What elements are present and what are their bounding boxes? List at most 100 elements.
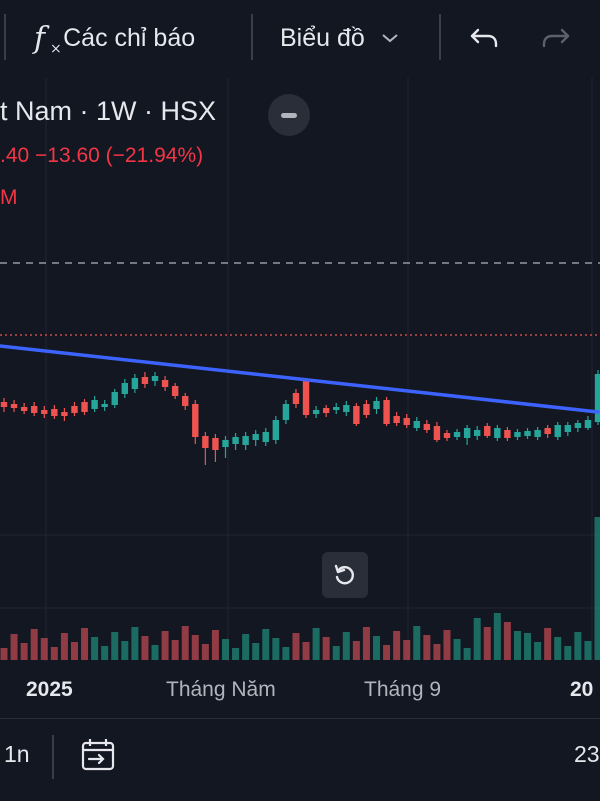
candle-body <box>514 432 520 437</box>
volume-bar <box>383 645 390 660</box>
candle-body <box>353 406 359 424</box>
volume-bar <box>172 640 179 660</box>
volume-bar <box>474 618 481 660</box>
volume-bar <box>212 630 219 660</box>
volume-bar <box>595 517 600 660</box>
candle-body <box>142 377 148 384</box>
volume-bar <box>192 635 199 660</box>
volume-bar <box>403 640 410 660</box>
volume-bar <box>31 629 38 660</box>
candle-body <box>373 401 379 409</box>
volume-bar <box>41 638 48 660</box>
candle-body <box>414 421 420 428</box>
candle-body <box>534 430 540 437</box>
candle-body <box>565 425 571 432</box>
volume-bar <box>303 642 310 660</box>
candle-body <box>81 402 87 412</box>
reset-icon <box>332 562 358 588</box>
volume-bar <box>534 642 541 660</box>
candle-body <box>222 440 228 447</box>
candle-body <box>162 380 168 387</box>
candle-body <box>303 381 309 415</box>
volume-bar <box>21 643 28 660</box>
candle-body <box>252 434 258 440</box>
volume-bar <box>152 645 159 660</box>
volume-bar <box>182 626 189 660</box>
volume-bar <box>423 635 430 660</box>
volume-bar <box>232 648 239 660</box>
time-readout: 23 <box>574 741 600 768</box>
candle-body <box>101 404 107 407</box>
volume-bar <box>262 629 269 660</box>
goto-date-icon <box>79 736 117 774</box>
candle-body <box>11 404 17 408</box>
volume-bar <box>162 631 169 660</box>
volume-bar <box>584 641 591 660</box>
volume-bar <box>292 633 299 660</box>
undo-button[interactable] <box>464 18 504 58</box>
volume-bar <box>222 639 229 660</box>
bottom-toolbar: 1n 23 <box>0 718 600 801</box>
candle-body <box>182 396 188 406</box>
volume-bar <box>554 637 561 660</box>
volume-bar <box>252 643 259 660</box>
candle-body <box>393 416 399 423</box>
candle-body <box>464 428 470 438</box>
volume-bar <box>433 644 440 660</box>
candle-body <box>484 426 490 436</box>
volume-bar <box>141 636 148 660</box>
candle-body <box>363 404 369 415</box>
candle-body <box>122 383 128 394</box>
chart-type-button[interactable]: Biểu đồ <box>280 18 399 58</box>
volume-bar <box>494 613 501 660</box>
volume-bar <box>564 646 571 660</box>
redo-button[interactable] <box>536 18 576 58</box>
toolbar-divider <box>251 14 253 60</box>
volume-bar <box>11 634 18 660</box>
candle-body <box>444 433 450 438</box>
undo-icon <box>468 24 500 52</box>
candle-body <box>504 430 510 438</box>
reset-chart-button[interactable] <box>322 552 368 598</box>
candle-body <box>595 374 600 422</box>
interval-button[interactable]: 1n <box>4 741 30 768</box>
volume-bar <box>373 636 380 660</box>
volume-bar <box>282 647 289 660</box>
x-axis-label: 2025 <box>26 678 73 702</box>
price-chart[interactable] <box>0 78 600 718</box>
volume-bar <box>443 630 450 660</box>
volume-bar <box>454 639 461 660</box>
toolbar-divider <box>439 14 441 60</box>
price-change-text: .40 −13.60 (−21.94%) <box>0 144 203 168</box>
volume-bar <box>333 646 340 660</box>
volume-bar <box>413 626 420 660</box>
candle-body <box>333 407 339 410</box>
volume-bar <box>313 628 320 660</box>
goto-date-button[interactable] <box>76 733 120 777</box>
chevron-down-icon <box>381 27 399 50</box>
candle-body <box>323 408 329 413</box>
x-axis-label: 20 <box>570 678 593 702</box>
indicator-legend[interactable]: M <box>0 186 18 210</box>
minus-icon <box>281 113 297 118</box>
volume-bar <box>242 634 249 660</box>
candle-body <box>434 426 440 440</box>
candle-body <box>273 420 279 440</box>
candle-body <box>212 438 218 450</box>
collapse-legend-button[interactable] <box>268 94 310 136</box>
candle-body <box>454 432 460 437</box>
volume-bar <box>131 627 138 660</box>
candle-body <box>192 404 198 437</box>
fx-icon: f× <box>34 21 45 56</box>
top-toolbar: f× Các chỉ báo Biểu đồ <box>0 0 600 75</box>
volume-bar <box>544 628 551 660</box>
volume-bar <box>574 632 581 660</box>
candle-body <box>31 406 37 413</box>
indicators-button[interactable]: f× Các chỉ báo <box>34 18 195 58</box>
candle-body <box>524 431 530 436</box>
candle-body <box>51 409 57 416</box>
volume-bar <box>353 641 360 660</box>
candle-body <box>1 402 7 407</box>
symbol-legend-title[interactable]: t Nam · 1W · HSX <box>0 96 216 127</box>
candle-body <box>132 378 138 389</box>
